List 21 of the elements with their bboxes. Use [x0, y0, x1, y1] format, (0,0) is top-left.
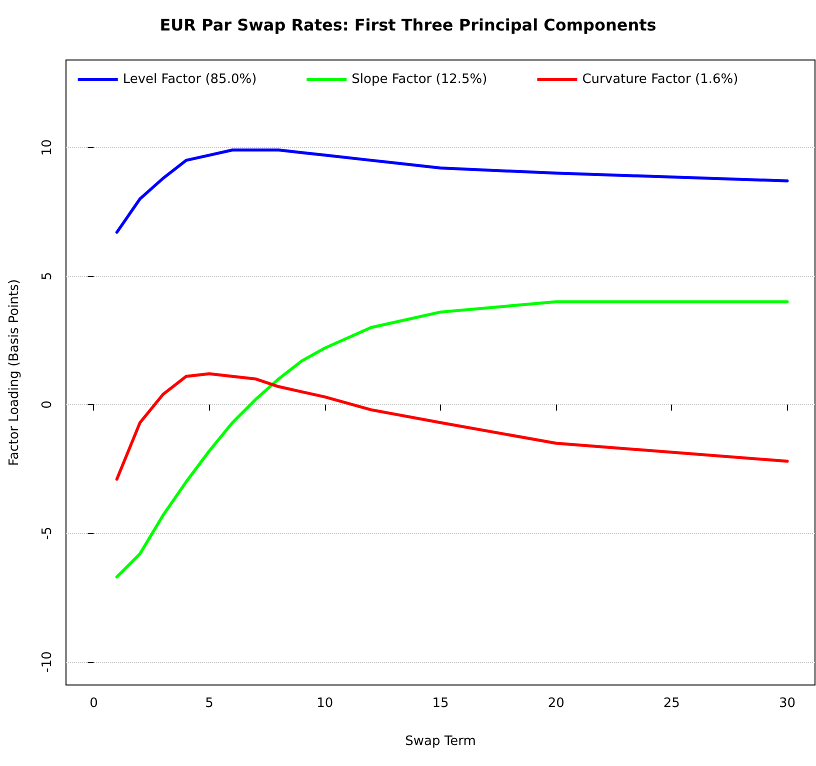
x-tick-label: 25 — [663, 696, 680, 711]
x-tick-label: 15 — [432, 696, 449, 711]
chart-title: EUR Par Swap Rates: First Three Principal Components — [160, 16, 656, 34]
line-series — [115, 300, 789, 578]
x-tick-label: 5 — [205, 696, 214, 711]
y-tick-label: 10 — [40, 139, 55, 156]
line-series — [115, 372, 789, 481]
x-tick-label: 30 — [778, 696, 796, 711]
x-tick-label: 0 — [90, 696, 98, 711]
line-series — [115, 148, 789, 234]
x-axis-title: Swap Term — [405, 734, 476, 749]
y-tick-label: 5 — [40, 272, 55, 280]
legend-label: Curvature Factor (1.6%) — [582, 72, 738, 87]
legend-label: Level Factor (85.0%) — [122, 72, 257, 87]
y-axis-title: Factor Loading (Basis Points) — [7, 279, 22, 466]
x-tick-label: 10 — [316, 696, 334, 711]
y-tick-label: -10 — [40, 651, 55, 672]
y-tick-label: -5 — [40, 526, 55, 540]
x-tick-label: 20 — [548, 696, 564, 711]
legend-label: Slope Factor (12.5%) — [352, 72, 488, 87]
y-tick-label: 0 — [40, 400, 55, 409]
